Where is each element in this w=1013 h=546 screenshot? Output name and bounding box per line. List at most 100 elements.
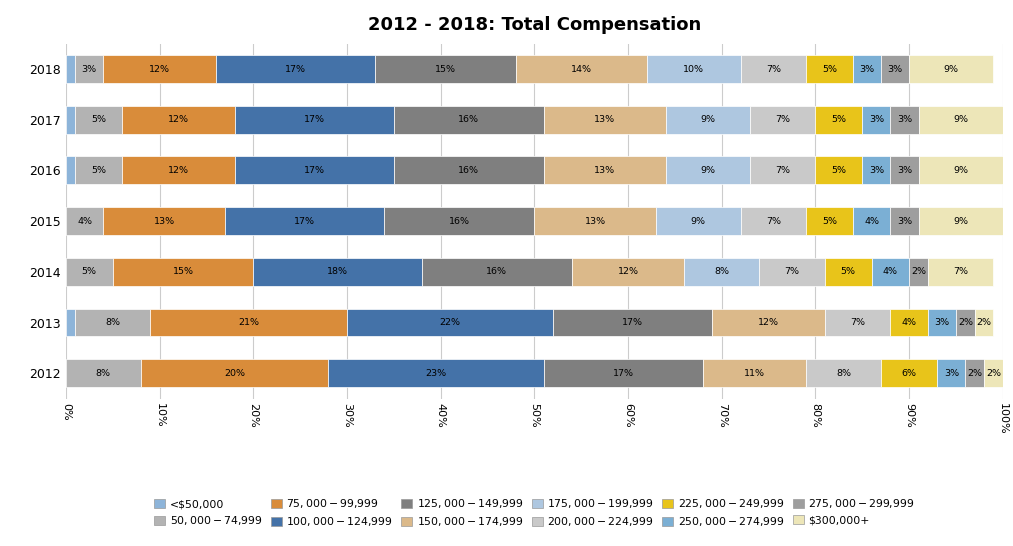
Text: 3%: 3% bbox=[859, 64, 874, 74]
Text: 5%: 5% bbox=[832, 166, 847, 175]
Text: 5%: 5% bbox=[91, 166, 106, 175]
Bar bbox=[825, 308, 890, 336]
Bar bbox=[862, 106, 890, 134]
Bar bbox=[806, 55, 853, 83]
Bar bbox=[890, 308, 928, 336]
Text: 3%: 3% bbox=[82, 64, 97, 74]
Bar bbox=[544, 157, 666, 185]
Bar bbox=[535, 207, 656, 235]
Text: 2%: 2% bbox=[977, 318, 992, 327]
Bar bbox=[394, 157, 544, 185]
Bar bbox=[516, 55, 647, 83]
Text: 9%: 9% bbox=[953, 115, 968, 124]
Bar bbox=[647, 55, 741, 83]
Bar bbox=[75, 106, 123, 134]
Text: 4%: 4% bbox=[864, 217, 879, 225]
Text: 18%: 18% bbox=[327, 268, 348, 276]
Text: 21%: 21% bbox=[238, 318, 259, 327]
Bar bbox=[234, 157, 394, 185]
Text: 4%: 4% bbox=[77, 217, 92, 225]
Text: 9%: 9% bbox=[691, 217, 706, 225]
Text: 15%: 15% bbox=[435, 64, 456, 74]
Bar bbox=[919, 106, 1003, 134]
Text: 5%: 5% bbox=[82, 268, 97, 276]
Bar bbox=[881, 359, 937, 387]
Bar bbox=[66, 359, 141, 387]
Text: 11%: 11% bbox=[745, 369, 765, 378]
Text: 8%: 8% bbox=[105, 318, 121, 327]
Text: 5%: 5% bbox=[832, 115, 847, 124]
Bar bbox=[853, 55, 881, 83]
Bar bbox=[881, 55, 910, 83]
Bar bbox=[75, 308, 150, 336]
Bar bbox=[656, 207, 741, 235]
Text: 12%: 12% bbox=[168, 166, 188, 175]
Text: 17%: 17% bbox=[285, 64, 306, 74]
Text: 16%: 16% bbox=[458, 166, 479, 175]
Bar bbox=[385, 207, 535, 235]
Bar bbox=[806, 207, 853, 235]
Bar bbox=[685, 258, 760, 286]
Bar bbox=[815, 157, 862, 185]
Text: 8%: 8% bbox=[714, 268, 729, 276]
Bar bbox=[815, 106, 862, 134]
Text: 4%: 4% bbox=[902, 318, 917, 327]
Bar bbox=[544, 106, 666, 134]
Bar bbox=[703, 359, 806, 387]
Bar bbox=[66, 308, 75, 336]
Bar bbox=[928, 308, 956, 336]
Text: 12%: 12% bbox=[618, 268, 638, 276]
Text: 17%: 17% bbox=[295, 217, 315, 225]
Legend: <$50,000, $50,000 - $74,999, $75,000 - $99,999, $100,000 - $124,999, $125,000 - : <$50,000, $50,000 - $74,999, $75,000 - $… bbox=[150, 492, 919, 533]
Bar bbox=[806, 359, 881, 387]
Text: 9%: 9% bbox=[953, 217, 968, 225]
Bar bbox=[75, 55, 103, 83]
Text: 3%: 3% bbox=[887, 64, 903, 74]
Bar bbox=[750, 106, 815, 134]
Bar bbox=[216, 55, 375, 83]
Bar bbox=[375, 55, 516, 83]
Text: 16%: 16% bbox=[449, 217, 470, 225]
Text: 7%: 7% bbox=[953, 268, 968, 276]
Bar bbox=[965, 359, 985, 387]
Text: 2%: 2% bbox=[911, 268, 926, 276]
Text: 22%: 22% bbox=[440, 318, 461, 327]
Bar bbox=[910, 258, 928, 286]
Text: 7%: 7% bbox=[850, 318, 865, 327]
Bar bbox=[919, 207, 1003, 235]
Text: 3%: 3% bbox=[944, 369, 959, 378]
Text: 9%: 9% bbox=[944, 64, 959, 74]
Bar bbox=[328, 359, 544, 387]
Bar bbox=[123, 157, 235, 185]
Text: 17%: 17% bbox=[304, 166, 324, 175]
Text: 7%: 7% bbox=[766, 64, 781, 74]
Text: 6%: 6% bbox=[902, 369, 917, 378]
Bar bbox=[910, 55, 994, 83]
Text: 7%: 7% bbox=[775, 115, 790, 124]
Bar bbox=[394, 106, 544, 134]
Text: 5%: 5% bbox=[822, 217, 837, 225]
Bar bbox=[571, 258, 685, 286]
Bar bbox=[666, 106, 750, 134]
Text: 7%: 7% bbox=[775, 166, 790, 175]
Text: 5%: 5% bbox=[91, 115, 106, 124]
Title: 2012 - 2018: Total Compensation: 2012 - 2018: Total Compensation bbox=[368, 16, 701, 34]
Text: 15%: 15% bbox=[172, 268, 193, 276]
Bar bbox=[871, 258, 910, 286]
Text: 16%: 16% bbox=[486, 268, 508, 276]
Bar bbox=[919, 157, 1003, 185]
Text: 4%: 4% bbox=[883, 268, 898, 276]
Text: 9%: 9% bbox=[953, 166, 968, 175]
Bar bbox=[750, 157, 815, 185]
Bar bbox=[741, 55, 806, 83]
Text: 12%: 12% bbox=[758, 318, 779, 327]
Bar bbox=[75, 157, 123, 185]
Bar bbox=[937, 359, 965, 387]
Text: 17%: 17% bbox=[613, 369, 634, 378]
Text: 17%: 17% bbox=[304, 115, 324, 124]
Text: 13%: 13% bbox=[154, 217, 175, 225]
Bar bbox=[421, 258, 571, 286]
Bar bbox=[985, 359, 1003, 387]
Bar bbox=[103, 207, 225, 235]
Text: 3%: 3% bbox=[934, 318, 949, 327]
